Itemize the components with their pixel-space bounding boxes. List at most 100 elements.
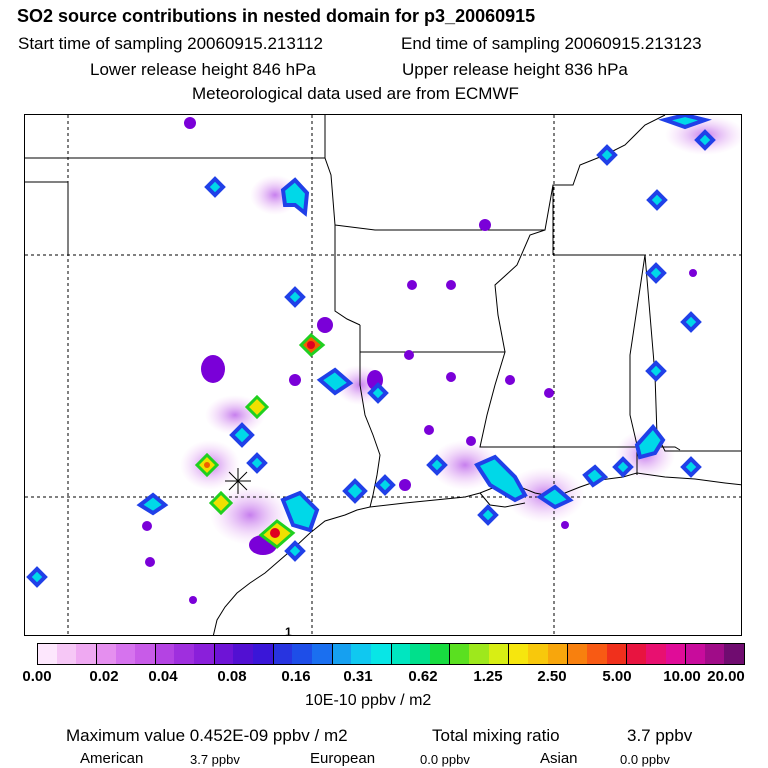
map-title: SO2 source contributions in nested domai… <box>17 6 536 26</box>
source-marker <box>646 189 668 211</box>
colorbar-swatch <box>311 644 332 664</box>
colorbar-tick: 0.00 <box>22 668 52 685</box>
colorbar-swatch <box>547 644 568 664</box>
source-marker <box>474 454 528 503</box>
low-concentration-haze <box>180 115 741 545</box>
source-marker <box>689 269 697 277</box>
colorbar-swatch <box>370 644 391 664</box>
colorbar-swatch <box>95 644 116 664</box>
colorbar-swatch <box>567 644 587 664</box>
source-marker <box>317 317 333 333</box>
colorbar-swatch <box>38 644 57 664</box>
colorbar-tick: 0.62 <box>408 668 438 685</box>
colorbar-swatch <box>586 644 607 664</box>
source-marker <box>244 394 270 420</box>
upper-release-height: Upper release height 836 hPa <box>402 60 628 79</box>
colorbar <box>37 643 745 665</box>
source-marker <box>280 177 310 217</box>
source-marker <box>289 374 301 386</box>
colorbar-swatch <box>488 644 509 664</box>
colorbar-swatch <box>606 644 627 664</box>
source-marker <box>204 462 210 468</box>
colorbar-swatch <box>410 644 430 664</box>
source-marker <box>184 117 196 129</box>
end-sampling-time: End time of sampling 20060915.213123 <box>401 34 702 53</box>
colorbar-swatch <box>56 644 77 664</box>
source-marker <box>645 360 667 382</box>
colorbar-swatch <box>272 644 293 664</box>
colorbar-swatch <box>704 644 725 664</box>
colorbar-tick: 10.00 <box>663 668 701 685</box>
source-marker <box>426 454 448 476</box>
colorbar-tick: 5.00 <box>602 668 632 685</box>
source-marker <box>694 129 716 151</box>
colorbar-tick: 0.08 <box>217 668 247 685</box>
colorbar-swatch <box>115 644 136 664</box>
source-marker <box>561 521 569 529</box>
source-marker <box>544 388 554 398</box>
asian-label: Asian <box>540 750 578 767</box>
source-marker <box>424 425 434 435</box>
colorbar-swatch <box>528 644 548 664</box>
colorbar-swatch <box>213 644 234 664</box>
edge-label: 1 <box>285 625 292 636</box>
asian-value: 0.0 ppbv <box>620 752 670 767</box>
colorbar-swatch <box>154 644 175 664</box>
colorbar-tick: 1.25 <box>473 668 503 685</box>
source-marker <box>26 566 48 588</box>
source-marker <box>582 464 609 488</box>
source-marker <box>208 490 234 516</box>
colorbar-swatch <box>508 644 529 664</box>
source-marker <box>645 262 667 284</box>
colorbar-swatch <box>233 644 254 664</box>
source-marker <box>612 456 634 478</box>
source-marker <box>374 474 396 496</box>
colorbar-swatch <box>665 644 686 664</box>
source-markers <box>26 115 716 604</box>
source-marker <box>505 375 515 385</box>
colorbar-swatch <box>331 644 352 664</box>
colorbar-swatch <box>194 644 214 664</box>
european-label: European <box>310 750 376 767</box>
maximum-value: Maximum value 0.452E-09 ppbv / m2 <box>66 726 348 745</box>
meteorological-data-source: Meteorological data used are from ECMWF <box>192 84 519 103</box>
colorbar-swatch <box>449 644 470 664</box>
source-marker <box>680 311 702 333</box>
source-marker <box>189 596 197 604</box>
source-marker <box>634 423 666 460</box>
release-point-marker <box>225 468 251 494</box>
colorbar-swatch <box>76 644 96 664</box>
american-value: 3.7 ppbv <box>190 752 240 767</box>
total-mixing-ratio-label: Total mixing ratio <box>432 726 560 745</box>
source-marker <box>201 355 225 383</box>
state-borders <box>25 115 741 508</box>
source-marker <box>399 479 411 491</box>
source-marker <box>284 286 306 308</box>
colorbar-tick: 0.16 <box>281 668 311 685</box>
source-marker <box>316 367 354 396</box>
source-marker <box>280 490 320 533</box>
colorbar-swatch <box>626 644 646 664</box>
map-canvas: 1 <box>25 115 741 636</box>
colorbar-swatch <box>390 644 411 664</box>
source-marker <box>446 372 456 382</box>
graticule <box>25 115 741 635</box>
source-marker <box>680 456 702 478</box>
source-marker <box>246 452 268 474</box>
colorbar-swatch <box>253 644 273 664</box>
source-marker <box>229 422 255 448</box>
colorbar-units: 10E-10 ppbv / m2 <box>305 692 432 709</box>
source-marker <box>407 280 417 290</box>
source-marker <box>536 484 574 510</box>
source-marker <box>342 478 368 504</box>
colorbar-tick: 0.02 <box>89 668 119 685</box>
source-marker <box>658 115 712 130</box>
american-label: American <box>80 750 144 767</box>
source-marker <box>204 176 226 198</box>
total-mixing-ratio-value: 3.7 ppbv <box>627 726 693 745</box>
colorbar-swatch <box>685 644 705 664</box>
source-marker <box>446 280 456 290</box>
source-marker <box>142 521 152 531</box>
source-marker <box>404 350 414 360</box>
source-marker <box>270 528 280 538</box>
